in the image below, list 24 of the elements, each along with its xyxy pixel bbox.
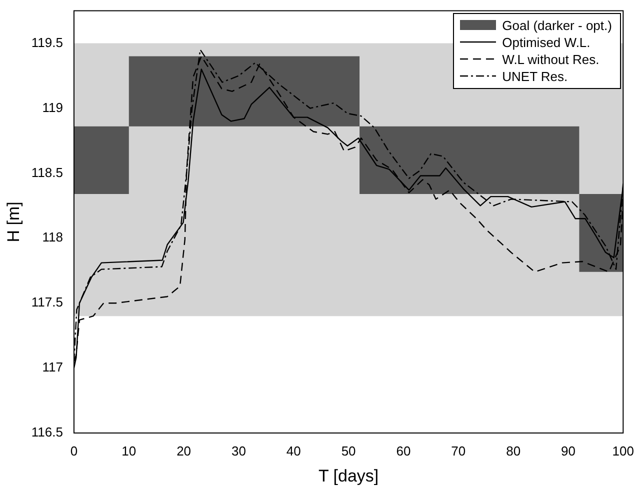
y-tick-label: 117.5	[31, 294, 63, 310]
y-tick-label: 117	[42, 360, 63, 375]
y-tick-label: 116.5	[31, 424, 63, 440]
x-tick-label: 100	[612, 443, 634, 458]
legend-label: Goal (darker - opt.)	[502, 18, 612, 33]
legend-label: W.L without Res.	[502, 52, 600, 67]
legend-label: Optimised W.L.	[502, 34, 590, 50]
x-axis-title: T [days]	[318, 466, 379, 486]
x-tick-label: 30	[231, 443, 246, 458]
x-tick-label: 50	[341, 443, 356, 458]
y-tick-label: 118	[42, 230, 63, 245]
y-tick-label: 119	[42, 100, 63, 115]
x-tick-label: 10	[122, 443, 136, 458]
x-tick-label: 0	[70, 443, 78, 458]
x-tick-label: 40	[286, 443, 301, 458]
legend-label: UNET Res.	[502, 68, 568, 84]
x-tick-label: 70	[451, 443, 466, 458]
y-tick-label: 119.5	[31, 34, 63, 50]
x-tick-label: 90	[561, 443, 576, 458]
x-tick-label: 60	[396, 443, 411, 458]
y-axis-title: H [m]	[4, 202, 23, 242]
x-tick-label: 80	[506, 443, 521, 458]
y-tick-label: 118.5	[31, 164, 63, 180]
x-tick-label: 20	[176, 443, 192, 458]
